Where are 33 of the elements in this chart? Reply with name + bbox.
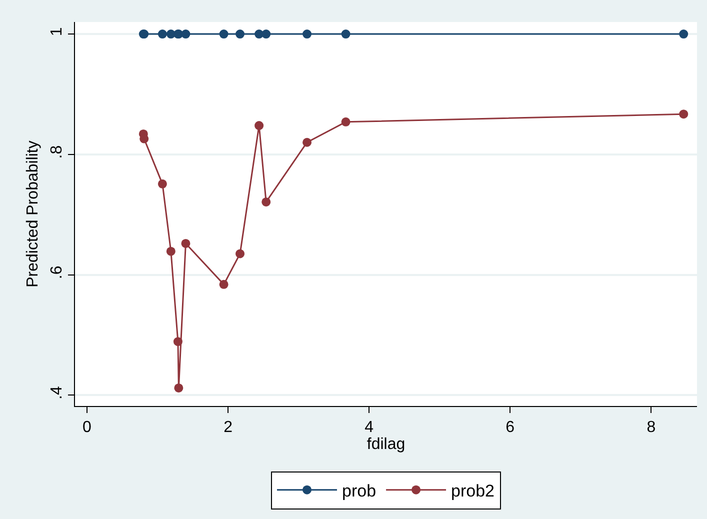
- point: [158, 30, 167, 39]
- y-tick-label: .6: [48, 266, 66, 280]
- point: [219, 30, 228, 39]
- x-tick-label: 0: [82, 419, 92, 436]
- point: [236, 249, 245, 258]
- point: [158, 179, 167, 188]
- point: [341, 117, 350, 126]
- point: [181, 238, 190, 248]
- legend-label: prob: [342, 481, 376, 500]
- y-tick-label: .4: [48, 386, 66, 400]
- point: [166, 246, 176, 256]
- legend-label: prob2: [451, 481, 495, 500]
- y-tick-label: .8: [48, 145, 66, 159]
- x-axis-title: fdilag: [366, 436, 406, 454]
- y-axis-title: Predicted Probability: [24, 140, 42, 288]
- point: [341, 30, 350, 39]
- point: [679, 110, 688, 119]
- point: [302, 138, 312, 147]
- y-tick-label: 1: [48, 27, 66, 36]
- point: [174, 383, 184, 392]
- point: [262, 30, 271, 39]
- point: [219, 280, 228, 289]
- point: [236, 30, 245, 39]
- point: [254, 121, 264, 130]
- x-tick-label: 6: [506, 419, 515, 436]
- point: [262, 197, 271, 206]
- x-tick-label: 2: [224, 419, 233, 436]
- point: [679, 30, 688, 39]
- x-tick-label: 4: [364, 419, 374, 436]
- x-tick-label: 8: [646, 419, 656, 436]
- point: [181, 30, 190, 39]
- point: [302, 30, 312, 39]
- point: [173, 337, 182, 346]
